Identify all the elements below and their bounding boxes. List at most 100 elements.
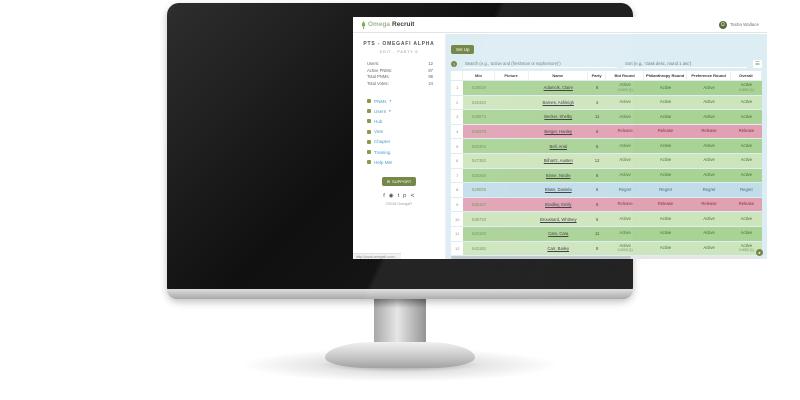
pnm-name-link[interactable]: Cato, Cara — [548, 231, 569, 237]
pinterest-icon[interactable]: p — [403, 193, 407, 200]
column-header-name[interactable]: Name — [529, 71, 588, 80]
column-header-party[interactable]: Party — [588, 71, 607, 80]
philanthropy-round-cell: Active — [643, 168, 688, 183]
column-header-philanthropy-round[interactable]: Philanthropy Round — [644, 71, 688, 80]
column-header-overall[interactable]: Overall — [731, 71, 762, 80]
hub-icon — [367, 119, 371, 124]
instagram-icon[interactable]: ◉ — [388, 193, 394, 200]
table-row[interactable]: 4 535578 Berger, Hanley 6 Release Releas… — [451, 124, 762, 139]
philanthropy-round-cell: Active — [643, 241, 688, 256]
sidebar-item-chapter[interactable]: Chapter — [353, 137, 445, 147]
column-menu-toggle[interactable]: ☰ — [753, 60, 762, 68]
column-header-picture[interactable]: Picture — [495, 71, 529, 80]
logo-text-recruit: Recruit — [392, 21, 415, 28]
sidebar-item-users[interactable]: Users ▾ — [353, 106, 445, 116]
overall-cell: Regret — [730, 183, 762, 197]
overall-cell: Active — [730, 168, 762, 183]
vote-icon — [367, 129, 371, 134]
table-row[interactable]: 3 536873 Becker, Shelby 11 Active Active… — [451, 110, 762, 124]
twitter-icon[interactable]: t — [397, 193, 400, 200]
sidebar-item-pnms[interactable]: PNMs ▾ — [353, 96, 445, 106]
sidebar-item-training[interactable]: Training — [353, 147, 445, 157]
pnm-name-link[interactable]: Bilhartz, Austen — [543, 158, 573, 164]
table-row[interactable]: 5 580304 Bell, Arial 5 Active Active Act… — [451, 139, 762, 153]
preference-round-cell: Active — [687, 110, 731, 124]
sidebar-item-vote[interactable]: Vote — [353, 127, 445, 137]
bid-round-cell: Active — [606, 212, 644, 226]
chat-bubble-button[interactable]: ● — [756, 249, 763, 256]
pnm-picture-cell — [494, 110, 529, 124]
pnm-picture-cell — [494, 81, 529, 95]
search-help-icon[interactable]: ? — [451, 61, 457, 67]
overall-cell: Active — [730, 226, 762, 241]
sort-input[interactable] — [623, 60, 747, 68]
sidebar-item-hub[interactable]: Hub — [353, 116, 445, 126]
table-row[interactable]: 7 526268 Binne, Nicole 8 Active Active A… — [451, 168, 762, 183]
party-cell: 12 — [587, 153, 607, 168]
table-row[interactable]: 2 542420 Barnes, Ashleigh 4 Active Activ… — [451, 95, 762, 110]
preference-round-cell: Release — [687, 124, 731, 139]
stat-row: Active PNMs: 87 — [367, 68, 433, 75]
support-button[interactable]: ✉ SUPPORT — [382, 177, 416, 187]
horizontal-scrollbar[interactable] — [451, 256, 762, 259]
column-header-bid-round[interactable]: Bid Round — [606, 71, 644, 80]
sidebar-menu: PNMs ▾ Users ▾ Hub Vote Chapter Training Help Me… — [353, 96, 445, 167]
social-links: f ◉ t p ≺ — [353, 193, 445, 199]
pnm-name-link[interactable]: Bradley, Emily — [545, 202, 572, 208]
philanthropy-round-cell: Regret — [643, 183, 688, 197]
table-row[interactable]: 1 538029 Adamcik, Claire 8 Active 0.0000 … — [451, 81, 762, 95]
table-row[interactable]: 12 541182 Carr, Bailey 8 Active 0.0000 (1… — [451, 241, 762, 256]
pnm-picture-cell — [494, 124, 529, 139]
pnm-name-link[interactable]: Broussard, Whitney — [540, 216, 577, 222]
stats-panel: Users: 12 Active PNMs: 87 Total PNMs: 98 Total… — [367, 61, 433, 87]
pnm-picture-cell — [494, 212, 529, 226]
share-icon[interactable]: ≺ — [410, 193, 415, 200]
search-input[interactable] — [463, 60, 617, 68]
row-number: 6 — [451, 153, 464, 168]
user-avatar: Ω — [718, 20, 727, 29]
bid-round-cell: Active — [606, 110, 644, 124]
pnm-id: 538720 — [463, 212, 495, 226]
row-number: 12 — [451, 241, 464, 256]
overall-cell: Release — [730, 197, 762, 212]
row-number: 4 — [451, 124, 464, 139]
pnm-name-link[interactable]: Bell, Arial — [549, 143, 567, 149]
omega-recruit-logo[interactable]: Omega Recruit — [361, 20, 415, 29]
user-menu[interactable]: Ω Tasha Wallace — [718, 20, 759, 29]
table-row[interactable]: 6 547382 Bilhartz, Austen 12 Active Acti… — [451, 153, 762, 168]
stat-row: Total Votes: 24 — [367, 81, 433, 88]
pnm-name-link[interactable]: Berger, Hanley — [544, 129, 573, 135]
torch-logo-icon — [361, 20, 366, 29]
table-row[interactable]: 9 535167 Bradley, Emily 8 Release Releas… — [451, 197, 762, 212]
preference-round-cell: Active — [687, 95, 731, 110]
sidebar-item-help-me[interactable]: Help Me! — [353, 157, 445, 167]
pnm-name-link[interactable]: Becker, Shelby — [544, 114, 573, 120]
pnm-picture-cell — [494, 153, 529, 168]
pnm-picture-cell — [494, 241, 529, 256]
pnm-name-link[interactable]: Carr, Bailey — [547, 245, 570, 251]
setup-button[interactable]: Set Up — [451, 45, 475, 54]
philanthropy-round-cell: Active — [643, 153, 688, 168]
row-number: 3 — [451, 110, 464, 124]
pnm-name-link[interactable]: Adamcik, Claire — [543, 85, 573, 91]
pnm-name-link[interactable]: Binne, Nicole — [545, 172, 571, 178]
pnm-name-link[interactable]: Barnes, Ashleigh — [542, 99, 574, 105]
preference-round-cell: Active — [687, 168, 731, 183]
pnm-id: 580304 — [463, 139, 495, 153]
scrollbar-thumb[interactable] — [451, 256, 632, 259]
row-number: 8 — [451, 183, 464, 197]
bid-round-cell: Active — [606, 95, 644, 110]
party-cell: 8 — [587, 197, 607, 212]
table-row[interactable]: 8 529025 Blass, Daniela 5 Regret Regret … — [451, 183, 762, 197]
facebook-icon[interactable]: f — [383, 193, 385, 200]
pnm-name-link[interactable]: Blass, Daniela — [544, 187, 572, 193]
table-row[interactable]: 10 538720 Broussard, Whitney 6 Active Ac… — [451, 212, 762, 226]
table-row[interactable]: 11 540100 Cato, Cara 11 Active Active Ac… — [451, 226, 762, 241]
preference-round-cell: Release — [687, 197, 731, 212]
column-header-min[interactable]: Min — [463, 71, 495, 80]
bid-round-cell: Active 0.0000 (1) — [606, 241, 644, 256]
org-subtitle[interactable]: EDIT - PARTY 6 — [379, 50, 419, 54]
preference-round-cell: Active — [687, 139, 731, 153]
overall-cell: Active — [730, 153, 762, 168]
column-header-preference-round[interactable]: Preference Round — [687, 71, 731, 80]
